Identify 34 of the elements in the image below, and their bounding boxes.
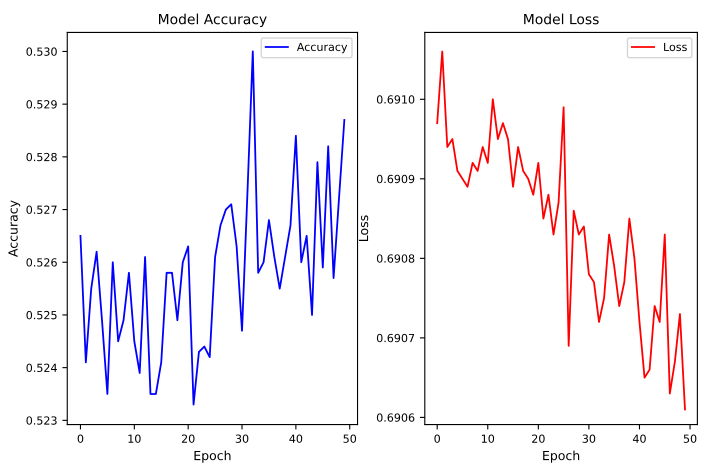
x-tick-label: 0	[78, 434, 84, 443]
y-tick-label: 0.525	[26, 310, 57, 320]
y-tick-label: 0.6909	[376, 174, 414, 184]
y-tick-label: 0.6907	[376, 334, 414, 342]
y-tick-label: 0.524	[26, 364, 57, 372]
y-tick-label: 0.523	[26, 416, 57, 425]
x-tick-label: 10	[128, 434, 141, 443]
y-tick-label: 0.6906	[376, 413, 414, 422]
y-tick-label: 0.528	[26, 152, 57, 162]
chart-title: Model Loss	[524, 14, 599, 24]
legend-label: Accuracy	[296, 42, 348, 54]
y-tick-label: 0.527	[26, 206, 57, 214]
y-axis-title: Loss	[358, 215, 368, 241]
x-tick-label: 50	[344, 434, 356, 443]
x-tick-label: 40	[289, 434, 302, 443]
x-tick-label: 40	[632, 434, 646, 443]
x-tick-label: 10	[482, 434, 494, 443]
x-axis-title: Epoch	[194, 450, 230, 463]
x-axis-title: Epoch	[543, 450, 580, 463]
x-tick-label: 0	[434, 434, 440, 443]
y-tick-label: 0.6908	[376, 254, 414, 263]
line-series	[436, 50, 686, 410]
y-axis-title: Accuracy	[8, 200, 20, 257]
y-tick-label: 0.529	[26, 100, 57, 109]
x-tick-label: 50	[684, 434, 696, 443]
y-tick-label: 0.526	[26, 258, 57, 267]
chart-title: Model Accuracy	[159, 14, 267, 28]
legend-label: Loss	[664, 42, 687, 52]
y-tick-label: 0.530	[26, 47, 57, 56]
x-tick-label: 20	[532, 434, 545, 443]
x-tick-label: 30	[236, 434, 248, 443]
x-tick-label: 30	[582, 434, 596, 443]
x-tick-label: 20	[182, 434, 194, 443]
y-tick-label: 0.6910	[376, 95, 414, 104]
